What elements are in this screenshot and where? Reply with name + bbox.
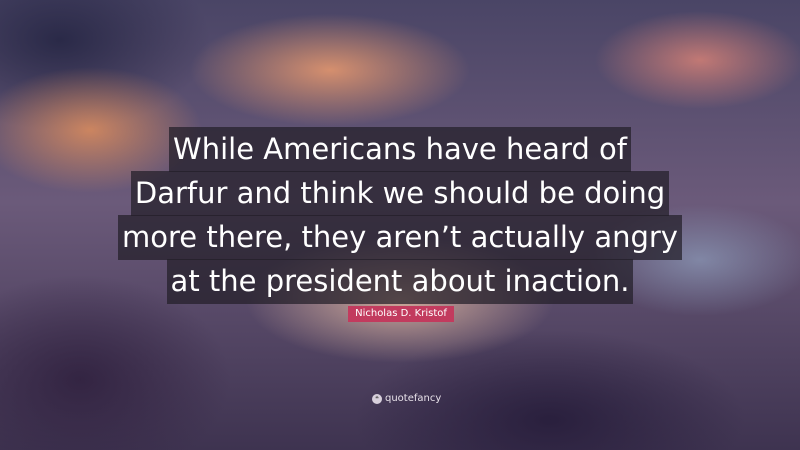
- brand-name: quotefancy: [385, 393, 442, 404]
- quote-line: more there, they aren’t actually angry: [118, 215, 682, 260]
- quote-line: Darfur and think we should be doing: [130, 171, 670, 216]
- quote-mark-icon: ❝: [372, 393, 382, 404]
- quote-text: While Americans have heard of Darfur and…: [0, 127, 800, 304]
- quotefancy-logo: ❝ quotefancy: [372, 393, 441, 404]
- author-badge: Nicholas D. Kristof: [348, 306, 454, 322]
- quote-line: While Americans have heard of: [169, 127, 631, 172]
- quote-line: at the president about inaction.: [166, 259, 634, 304]
